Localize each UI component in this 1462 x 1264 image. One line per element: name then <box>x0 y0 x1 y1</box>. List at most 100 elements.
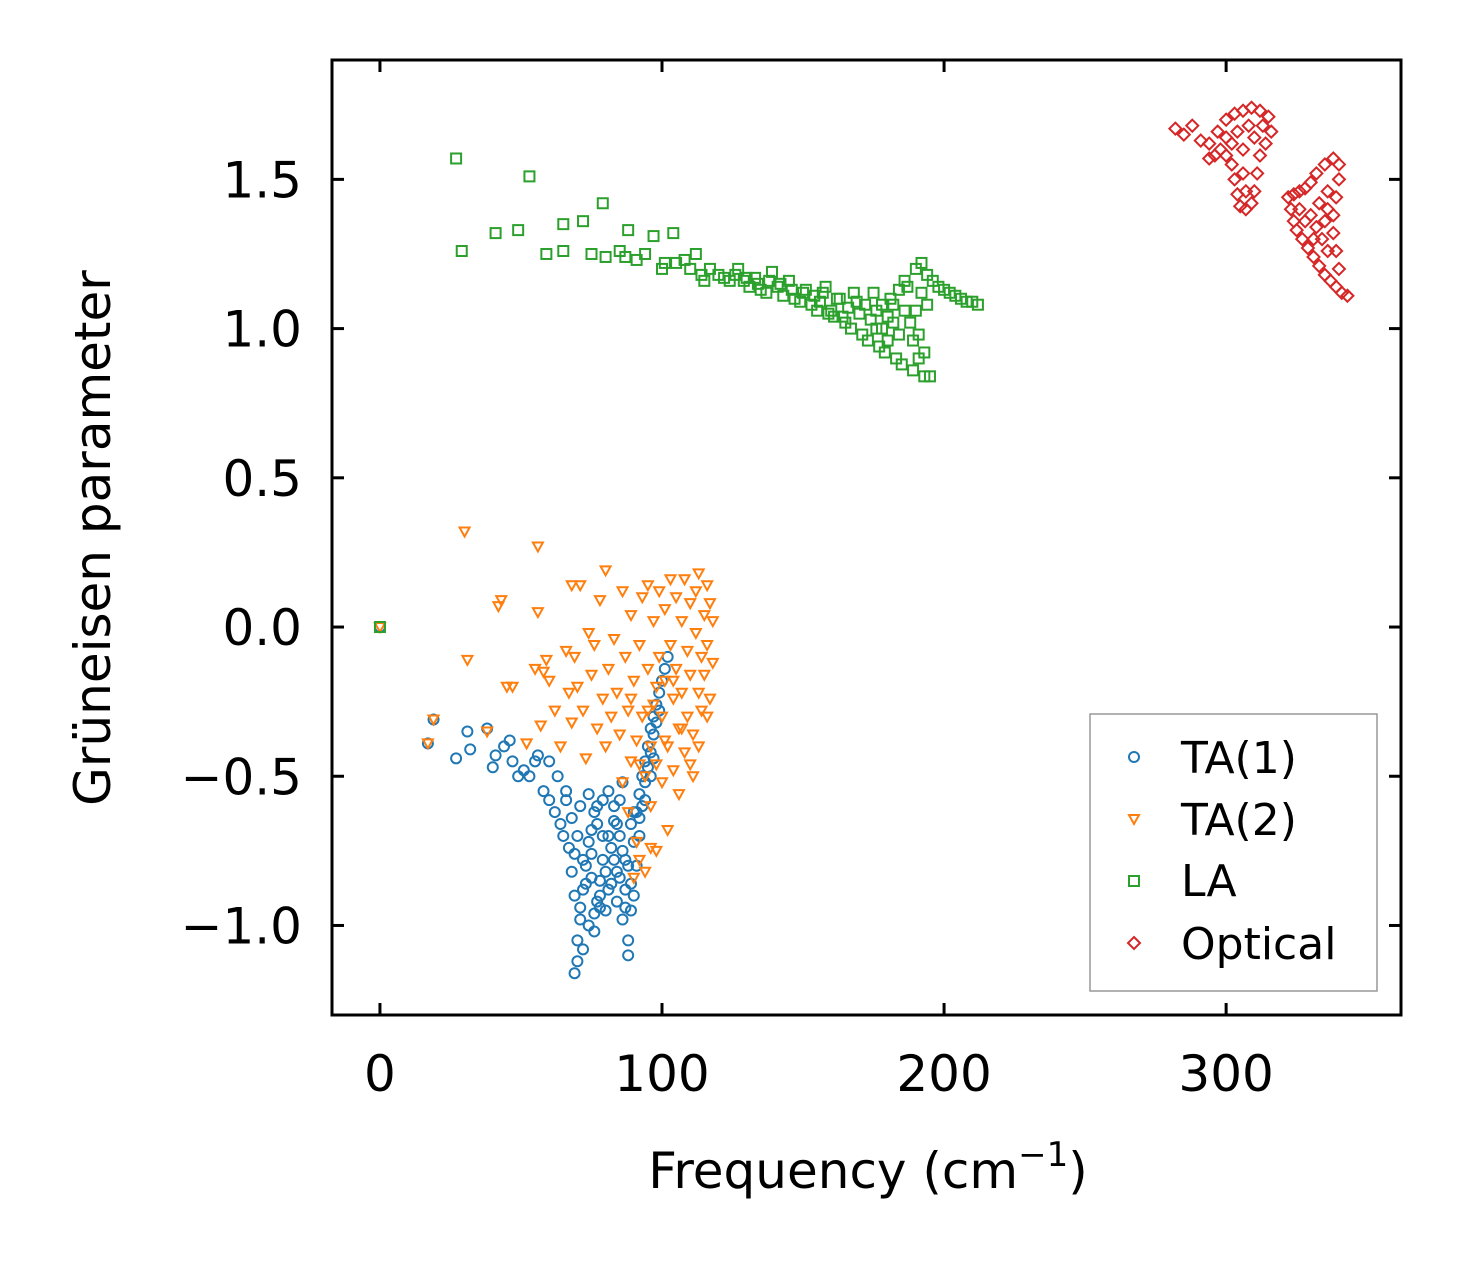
point-ta2 <box>649 759 664 772</box>
point-ta2 <box>632 854 647 867</box>
legend-marker-la <box>1128 875 1140 887</box>
point-ta2 <box>457 526 472 539</box>
point-ta1 <box>585 847 598 860</box>
point-la <box>639 247 652 260</box>
point-ta2 <box>584 669 599 682</box>
point-ta2 <box>652 586 666 599</box>
point-ta2 <box>660 824 675 838</box>
point-la <box>763 274 776 287</box>
point-la <box>892 328 905 341</box>
point-optical <box>1252 148 1268 163</box>
legend-label-ta2: TA(2) <box>1180 795 1297 846</box>
legend-marker-optical <box>1126 935 1142 951</box>
point-ta2 <box>666 693 680 706</box>
point-ta2 <box>677 747 692 760</box>
point-ta2 <box>641 705 655 718</box>
y-tick-label: 0.0 <box>222 599 302 657</box>
point-la <box>887 298 900 311</box>
point-ta2 <box>644 842 658 855</box>
point-ta2 <box>686 771 700 784</box>
point-la <box>881 334 894 347</box>
point-la <box>797 286 810 299</box>
point-optical <box>1306 231 1321 247</box>
point-ta2 <box>666 765 680 778</box>
point-ta1 <box>596 853 609 866</box>
point-ta1 <box>613 829 626 842</box>
point-ta2 <box>669 663 683 676</box>
point-ta1 <box>450 752 463 765</box>
point-optical <box>1232 198 1248 214</box>
point-ta2 <box>649 681 664 694</box>
point-optical <box>1246 130 1262 146</box>
point-ta1 <box>574 913 587 926</box>
point-ta2 <box>683 598 697 611</box>
point-ta2 <box>675 723 689 736</box>
point-ta2 <box>618 651 633 664</box>
point-ta2 <box>627 872 641 885</box>
point-la <box>766 265 779 278</box>
point-ta1 <box>506 755 519 768</box>
point-optical <box>1201 136 1217 151</box>
point-ta1 <box>591 800 604 813</box>
point-ta1 <box>464 743 477 756</box>
point-ta2 <box>700 580 714 593</box>
point-ta2 <box>632 759 647 772</box>
point-ta1 <box>548 806 561 819</box>
point-ta2 <box>615 777 630 790</box>
point-ta2 <box>615 586 630 599</box>
point-optical <box>1331 261 1347 277</box>
point-optical <box>1320 243 1336 259</box>
point-la <box>599 250 612 263</box>
point-ta1 <box>554 818 567 830</box>
point-la <box>811 304 824 317</box>
point-ta2 <box>598 741 613 754</box>
point-ta1 <box>503 734 516 747</box>
legend-label-optical: Optical <box>1181 919 1336 970</box>
point-ta2 <box>635 711 649 724</box>
point-ta1 <box>537 785 550 798</box>
point-ta2 <box>565 717 579 730</box>
point-ta1 <box>619 853 632 866</box>
point-la <box>489 227 502 240</box>
point-ta2 <box>669 592 683 605</box>
point-la <box>808 289 821 302</box>
point-ta2 <box>675 687 689 700</box>
point-optical <box>1331 171 1347 187</box>
point-ta2 <box>621 705 635 718</box>
x-axis-title-close: ) <box>1068 1142 1088 1200</box>
point-ta2 <box>528 663 542 676</box>
point-ta2 <box>576 705 590 718</box>
x-tick-label: 200 <box>896 1045 991 1103</box>
point-ta2 <box>627 675 641 688</box>
x-tick-label: 100 <box>614 1045 709 1103</box>
point-ta1 <box>610 865 623 878</box>
axis-ticks: 0 100 200 300 −1.0 −0.5 0.0 0.5 1.0 1.5 <box>181 60 1401 1103</box>
point-la <box>774 277 787 290</box>
point-optical <box>1241 118 1257 134</box>
point-ta2 <box>559 645 573 658</box>
point-optical <box>1308 165 1324 181</box>
point-ta1 <box>622 949 635 962</box>
point-ta1 <box>602 883 615 896</box>
point-ta2 <box>691 741 706 754</box>
point-ta1 <box>588 806 601 819</box>
point-optical <box>1244 100 1259 116</box>
point-la <box>909 304 922 317</box>
point-la <box>689 247 702 260</box>
point-ta2 <box>680 711 695 724</box>
point-ta1 <box>608 853 621 866</box>
point-ta2 <box>641 663 655 676</box>
point-ta1 <box>644 746 657 759</box>
point-la <box>878 346 891 359</box>
point-la <box>892 283 905 296</box>
point-ta1 <box>605 841 618 854</box>
point-ta2 <box>573 580 587 593</box>
point-ta2 <box>624 756 638 769</box>
point-la <box>540 247 553 260</box>
point-ta2 <box>604 711 618 724</box>
point-optical <box>1292 201 1307 217</box>
point-optical <box>1280 189 1296 205</box>
point-ta1 <box>650 716 663 729</box>
point-ta1 <box>624 818 637 830</box>
